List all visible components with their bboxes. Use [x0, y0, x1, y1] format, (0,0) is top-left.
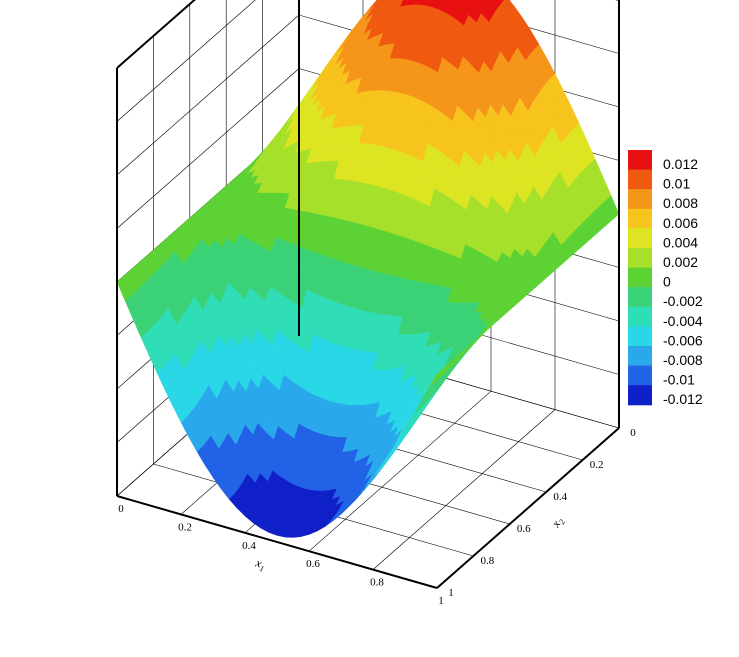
legend-label: 0.008 [663, 195, 698, 211]
x2-tick-label: 0.6 [517, 523, 531, 535]
x1-tick-label: 0.4 [242, 540, 256, 552]
legend-swatch [628, 287, 652, 308]
x2-axis-label-sub: 2 [557, 518, 567, 526]
x2-axis-label: x2 [548, 514, 567, 531]
legend-label: -0.012 [663, 391, 703, 407]
x2-tick-label: 0.4 [553, 491, 567, 503]
x2-tick-label: 1 [448, 587, 454, 599]
legend-label: 0.002 [663, 254, 698, 270]
x1-tick-label: 0.6 [306, 558, 320, 570]
legend-label: 0.01 [663, 176, 690, 192]
legend-swatch [628, 150, 652, 171]
surface [116, 0, 620, 538]
color-legend: 0.012 0.01 0.008 0.006 0.004 0.002 0 -0.002 -0.0… [628, 150, 703, 407]
x1-axis-label: x1 [253, 555, 268, 573]
x1-tick-label: 0 [118, 503, 124, 515]
legend-label: -0.008 [663, 352, 703, 368]
legend-label: -0.004 [663, 313, 703, 329]
legend-swatch [628, 169, 652, 190]
legend-label: 0.012 [663, 156, 698, 172]
legend-label: 0.006 [663, 215, 698, 231]
legend-swatch [628, 267, 652, 288]
box-frame [116, 0, 620, 589]
legend-swatch [628, 248, 652, 269]
legend-swatch [628, 228, 652, 249]
x1-tick-label: 1 [438, 595, 444, 607]
legend-swatch [628, 365, 652, 386]
x2-tick-label: 0.8 [481, 555, 495, 567]
legend-label: 0.004 [663, 234, 698, 250]
legend-swatch [628, 189, 652, 210]
legend-swatch [628, 346, 652, 367]
legend-swatch [628, 306, 652, 327]
tick-labels: 0 0.2 0.4 0.6 0.8 1 0 0.2 0.4 0.6 0.8 1 [118, 427, 636, 607]
legend-swatch [628, 385, 652, 406]
legend-label: 0 [663, 274, 671, 290]
x2-tick-label: 0 [630, 427, 636, 439]
surface-patch [116, 277, 130, 301]
legend-swatch [628, 326, 652, 347]
x1-axis-label-sub: 1 [259, 564, 266, 574]
legend-label: -0.006 [663, 332, 703, 348]
legend-label: -0.01 [663, 372, 695, 388]
legend-label: -0.002 [663, 293, 703, 309]
x1-tick-label: 0.2 [178, 521, 192, 533]
x1-tick-label: 0.8 [370, 577, 384, 589]
x2-tick-label: 0.2 [590, 459, 604, 471]
legend-swatch [628, 208, 652, 229]
